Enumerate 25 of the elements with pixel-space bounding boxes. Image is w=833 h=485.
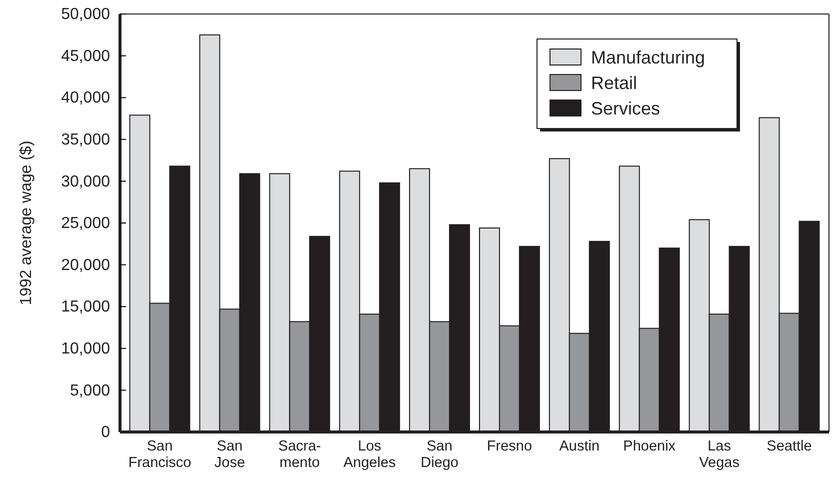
- y-tick-label: 50,000: [61, 6, 110, 24]
- y-tick-label: 15,000: [61, 298, 110, 316]
- y-tick-label: 40,000: [61, 90, 110, 107]
- x-tick-label: Phoenix: [623, 438, 676, 454]
- y-tick-label: 0: [101, 424, 110, 442]
- x-tick-label: Los Angeles: [343, 438, 396, 472]
- x-tick-label: Las Vegas: [699, 438, 740, 472]
- x-tick-label: Seattle: [766, 438, 812, 454]
- legend-label: Manufacturing: [591, 47, 706, 68]
- y-tick-label: 25,000: [61, 215, 110, 232]
- x-tick-label: Austin: [559, 438, 600, 454]
- x-tick-label: San Diego: [420, 438, 458, 472]
- x-tick-label: San Jose: [214, 438, 246, 472]
- y-axis-title: 1992 average wage ($): [18, 140, 36, 306]
- y-tick-label: 10,000: [61, 340, 110, 358]
- y-tick-label: 45,000: [61, 48, 110, 65]
- x-tick-label: Sacra- mento: [278, 438, 322, 472]
- y-tick-label: 35,000: [61, 132, 110, 149]
- x-tick-label: San Francisco: [128, 438, 192, 472]
- y-tick-label: 5,000: [70, 382, 110, 400]
- y-tick-label: 20,000: [61, 256, 110, 274]
- legend-label: Retail: [591, 72, 638, 93]
- legend-label: Services: [591, 98, 660, 118]
- x-tick-label: Fresno: [486, 438, 532, 454]
- y-tick-label: 30,000: [61, 173, 110, 190]
